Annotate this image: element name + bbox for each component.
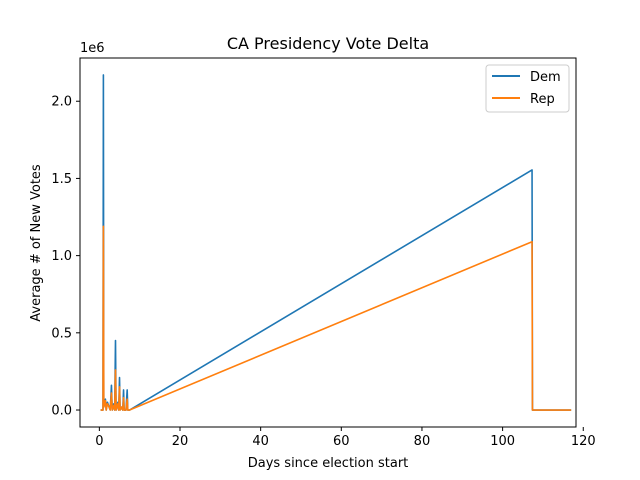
x-tick-label: 80 [414,434,431,449]
x-tick-label: 40 [252,434,269,449]
plot-frame [79,57,577,428]
series-line-rep [100,225,572,411]
chart-title: CA Presidency Vote Delta [227,34,429,53]
y-tick-label: 1.0 [51,249,72,264]
y-axis-label: Average # of New Votes [29,164,44,322]
legend-label-dem: Dem [530,70,561,85]
plot-area [100,74,572,411]
y-tick-label: 0.0 [51,404,72,419]
x-axis: 0 20 40 60 80 100 120 [95,427,596,449]
x-axis-label: Days since election start [248,456,409,471]
y-offset-label: 1e6 [80,41,105,56]
legend-label-rep: Rep [530,92,555,107]
y-axis: 0.0 0.5 1.0 1.5 2.0 [51,95,80,419]
x-tick-label: 120 [571,434,596,449]
y-tick-label: 2.0 [51,95,72,110]
x-tick-label: 60 [333,434,350,449]
series-line-dem [100,74,572,411]
y-tick-label: 1.5 [51,172,72,187]
legend: Dem Rep [485,64,570,113]
y-tick-label: 0.5 [51,326,72,341]
x-tick-label: 20 [172,434,189,449]
x-tick-label: 100 [490,434,515,449]
x-tick-label: 0 [95,434,103,449]
